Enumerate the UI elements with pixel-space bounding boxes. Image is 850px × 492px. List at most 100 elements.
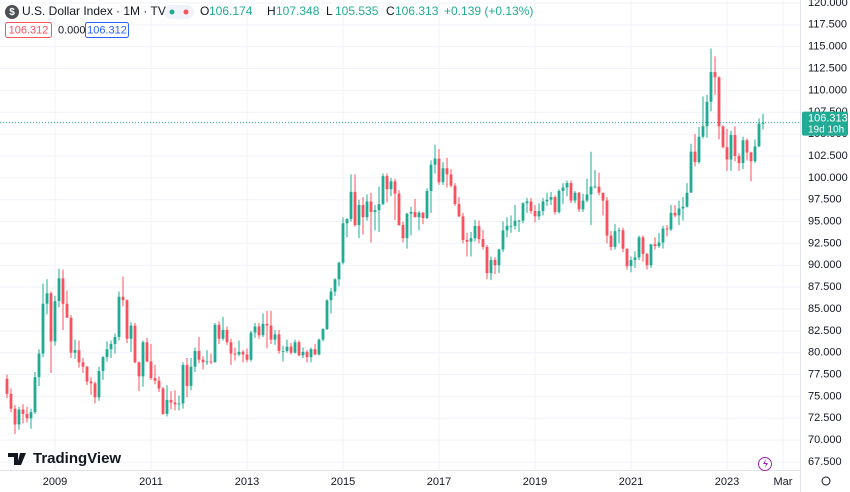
candle-body [209,361,213,363]
candle-body [169,399,173,403]
y-tick-label: 97.500 [808,194,842,206]
candle-body [237,351,241,355]
candle-body [533,211,537,217]
ohlc-key: L [326,4,333,18]
x-tick-label: 2019 [523,476,547,488]
candle-body [245,354,249,360]
candle-body [281,350,285,352]
symbol-logo-glyph: $ [9,7,15,18]
candle-body [425,190,429,219]
candle-body [469,238,473,242]
y-tick-label: 72.500 [808,412,842,424]
y-tick-label: 120.000 [808,0,848,9]
candle-body [109,343,113,350]
ohlc-value: 106.313 [395,4,439,18]
candle-body [585,194,589,201]
candle-body [489,260,493,274]
candle-body [485,246,489,274]
candle-body [205,361,209,363]
candle-body [649,244,653,266]
x-tick-label: 2017 [427,476,451,488]
y-tick-label: 102.500 [808,150,848,162]
candle-body [49,293,53,342]
candle-body [17,409,21,425]
candle-body [85,366,89,382]
candle-body [677,208,681,216]
ohlc-value: 105.535 [335,4,379,18]
indicator-values: 106.312 0.000 106.312 [5,22,129,38]
candle-body [545,199,549,202]
bar-countdown: 19d 10h [808,124,844,135]
candle-body [297,342,301,356]
brand-name: TradingView [33,450,121,467]
candle-body [417,212,421,218]
candle-body [553,197,557,212]
status-dot [183,9,189,15]
candle-body [125,300,129,339]
candle-body [745,140,749,153]
candle-body [113,336,117,344]
candle-body [217,324,221,339]
y-tick-label: 87.500 [808,281,842,293]
candle-body [25,413,29,419]
change-value: +0.139 (+0.13%) [444,4,533,18]
candle-body [117,296,121,337]
candle-body [181,364,185,404]
candle-body [617,230,621,232]
y-tick-label: 70.000 [808,434,842,446]
status-dot [169,9,175,15]
y-tick-label: 117.500 [808,19,847,31]
indicator-value: 106.312 [9,24,49,36]
visibility-toggle[interactable] [164,5,194,19]
candle-body [137,362,141,377]
candle-body [177,403,181,405]
candle-body [285,346,289,351]
candle-body [461,216,465,240]
candle-body [681,206,685,209]
brand-logo[interactable]: TradingView [8,450,121,467]
candle-body [69,317,73,353]
candle-body [193,350,197,367]
y-tick-label: 115.000 [808,41,847,53]
candle-body [361,204,365,218]
candle-body [5,378,9,394]
candle-body [705,101,709,127]
candle-body [605,200,609,236]
symbol-title[interactable]: U.S. Dollar Index · 1M · TVC [22,4,175,18]
candle-body [645,253,649,266]
candle-body [317,339,321,355]
x-tick-label: 2011 [139,476,163,488]
candle-body [377,204,381,211]
candles [0,48,800,435]
candle-body [541,201,545,212]
alert-icon[interactable] [758,457,772,471]
candle-body [525,201,529,204]
y-tick-label: 75.000 [808,390,842,402]
legend-header[interactable]: $ U.S. Dollar Index · 1M · TVC O 106.174 H… [5,4,533,19]
settings-icon[interactable] [821,476,831,486]
candle-body [477,225,481,240]
candle-body [29,412,33,419]
candle-body [189,366,193,386]
candle-body [121,296,125,301]
candle-body [429,164,433,191]
candle-body [609,235,613,247]
candle-body [561,187,565,191]
candle-body [569,183,573,201]
candle-body [709,72,713,102]
candle-body [621,230,625,249]
y-tick-label: 112.500 [808,62,847,74]
candle-body [657,242,661,247]
candle-body [501,230,505,250]
candle-body [89,381,93,384]
candle-body [405,213,409,239]
candle-body [549,197,553,200]
candle-body [521,203,525,221]
candle-body [653,244,657,247]
candle-body [73,350,77,353]
candle-body [241,351,245,355]
candle-body [717,77,721,127]
candle-body [249,332,253,360]
candle-body [221,329,225,339]
